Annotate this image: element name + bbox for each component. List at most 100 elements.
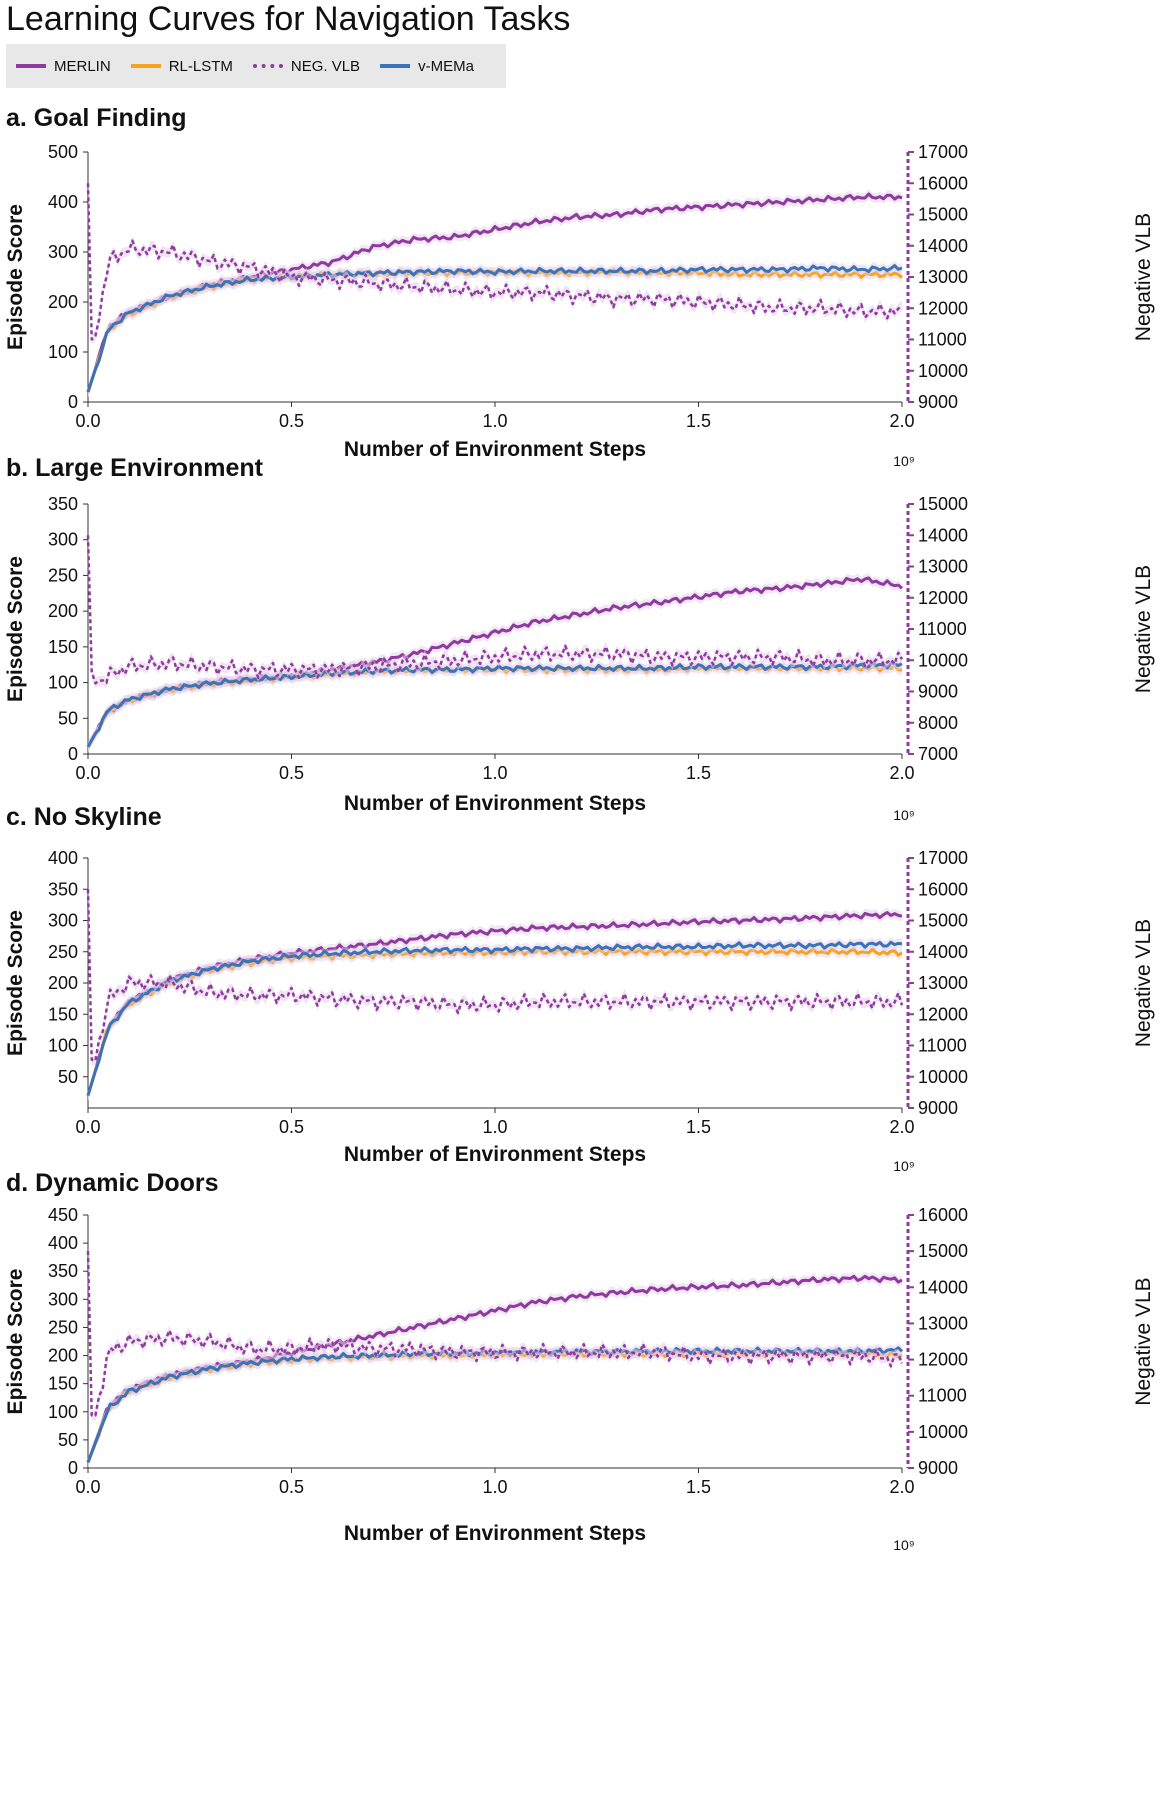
line-v-mema	[86, 661, 903, 748]
band-merlin	[88, 189, 902, 397]
x-tick-label: 1.0	[482, 1477, 507, 1497]
x-tick-label: 1.5	[686, 763, 711, 783]
x-tick-label: 2.0	[889, 763, 914, 783]
panel-title: b. Large Environment	[6, 454, 264, 482]
x-tick-label: 1.0	[482, 1117, 507, 1137]
panel-title: c. No Skyline	[6, 803, 162, 831]
y2-tick-label: 13000	[918, 267, 968, 287]
x-axis-label: Number of Environment Steps	[344, 1522, 646, 1545]
y2-tick-label: 9000	[918, 682, 958, 702]
legend-item-v-mema: v-MEMa	[380, 58, 474, 75]
x-exponent: 10⁹	[893, 1537, 915, 1553]
legend-swatch-merlin	[16, 64, 46, 68]
legend-swatch-neg-vlb	[252, 64, 283, 68]
y2-axis-label: Negative VLB	[1132, 565, 1155, 693]
legend: MERLIN RL-LSTM NEG. VLB v-MEMa	[6, 44, 506, 88]
y-tick-label: 50	[58, 1430, 78, 1450]
y-axis-label: Episode Score	[4, 556, 27, 702]
x-axis-label: Number of Environment Steps	[344, 438, 646, 461]
y-tick-label: 50	[58, 708, 78, 728]
y2-axis-label: Negative VLB	[1132, 213, 1155, 341]
band-v-mema	[88, 937, 902, 1101]
y-tick-label: 200	[48, 1346, 78, 1366]
y-tick-label: 150	[48, 1374, 78, 1394]
legend-swatch-v-mema	[380, 64, 411, 68]
x-tick-label: 0.5	[279, 763, 304, 783]
y2-tick-label: 17000	[918, 848, 968, 868]
y-tick-label: 450	[48, 1205, 78, 1225]
y2-tick-label: 16000	[918, 173, 968, 193]
y2-tick-label: 13000	[918, 1313, 968, 1333]
x-tick-label: 0.0	[75, 763, 100, 783]
panel-title: a. Goal Finding	[6, 104, 187, 132]
y-tick-label: 0	[68, 1458, 78, 1478]
line-v-mema	[86, 264, 903, 393]
line-neg-vlb	[86, 889, 904, 1063]
y2-tick-label: 16000	[918, 879, 968, 899]
y-tick-label: 300	[48, 1289, 78, 1309]
y2-tick-label: 10000	[918, 1067, 968, 1087]
y-tick-label: 0	[68, 392, 78, 412]
x-tick-label: 0.0	[75, 1477, 100, 1497]
y-tick-label: 400	[48, 1233, 78, 1253]
y2-tick-label: 12000	[918, 298, 968, 318]
y2-tick-label: 8000	[918, 713, 958, 733]
x-tick-label: 2.0	[889, 1117, 914, 1137]
y-tick-label: 300	[48, 530, 78, 550]
y-tick-label: 0	[68, 744, 78, 764]
y2-tick-label: 12000	[918, 588, 968, 608]
y2-tick-label: 12000	[918, 1004, 968, 1024]
y2-tick-label: 14000	[918, 236, 968, 256]
y-tick-label: 400	[48, 192, 78, 212]
x-exponent: 10⁹	[893, 807, 915, 823]
y2-tick-label: 11000	[918, 619, 967, 639]
y2-tick-label: 9000	[918, 1458, 958, 1478]
band-v-mema	[88, 657, 902, 752]
x-tick-label: 0.0	[75, 411, 100, 431]
y2-axis-label: Negative VLB	[1132, 919, 1155, 1047]
legend-item-rl-lstm: RL-LSTM	[130, 57, 233, 75]
y2-tick-label: 12000	[918, 1350, 968, 1370]
y2-tick-label: 15000	[918, 1241, 968, 1261]
y-tick-label: 500	[48, 142, 78, 162]
band-rl-lstm	[88, 660, 902, 752]
y2-tick-label: 13000	[918, 973, 968, 993]
y2-tick-label: 7000	[918, 744, 958, 764]
y2-tick-label: 14000	[918, 1277, 968, 1297]
x-exponent: 10⁹	[893, 1158, 915, 1174]
x-tick-label: 1.5	[686, 1477, 711, 1497]
legend-label-rl-lstm: RL-LSTM	[168, 57, 233, 75]
x-tick-label: 0.5	[279, 411, 304, 431]
y-tick-label: 150	[48, 637, 78, 657]
y-tick-label: 100	[48, 342, 78, 362]
y2-tick-label: 13000	[918, 557, 968, 577]
y2-tick-label: 10000	[918, 1422, 968, 1442]
y-tick-label: 100	[48, 1036, 78, 1056]
legend-label-merlin: MERLIN	[54, 57, 111, 75]
y2-tick-label: 9000	[918, 1098, 958, 1118]
band-neg-vlb	[88, 530, 902, 689]
y-tick-label: 150	[48, 1004, 78, 1024]
y2-tick-label: 14000	[918, 942, 968, 962]
x-tick-label: 0.5	[279, 1477, 304, 1497]
y-axis-label: Episode Score	[4, 910, 27, 1056]
y-tick-label: 200	[48, 973, 78, 993]
y-tick-label: 250	[48, 1317, 78, 1337]
y-tick-label: 300	[48, 911, 78, 931]
y-tick-label: 200	[48, 601, 78, 621]
y2-tick-label: 11000	[918, 330, 967, 350]
y2-tick-label: 10000	[918, 361, 968, 381]
y2-tick-label: 10000	[918, 650, 968, 670]
y-tick-label: 350	[48, 494, 78, 514]
y-tick-label: 400	[48, 848, 78, 868]
x-axis-label: Number of Environment Steps	[344, 1143, 646, 1166]
x-tick-label: 0.5	[279, 1117, 304, 1137]
y2-tick-label: 11000	[918, 1386, 967, 1406]
legend-label-v-mema: v-MEMa	[418, 57, 474, 75]
panel-title: d. Dynamic Doors	[6, 1169, 219, 1197]
y-tick-label: 350	[48, 1261, 78, 1281]
y-tick-label: 300	[48, 242, 78, 262]
y-axis-label: Episode Score	[4, 204, 27, 350]
y-tick-label: 250	[48, 565, 78, 585]
